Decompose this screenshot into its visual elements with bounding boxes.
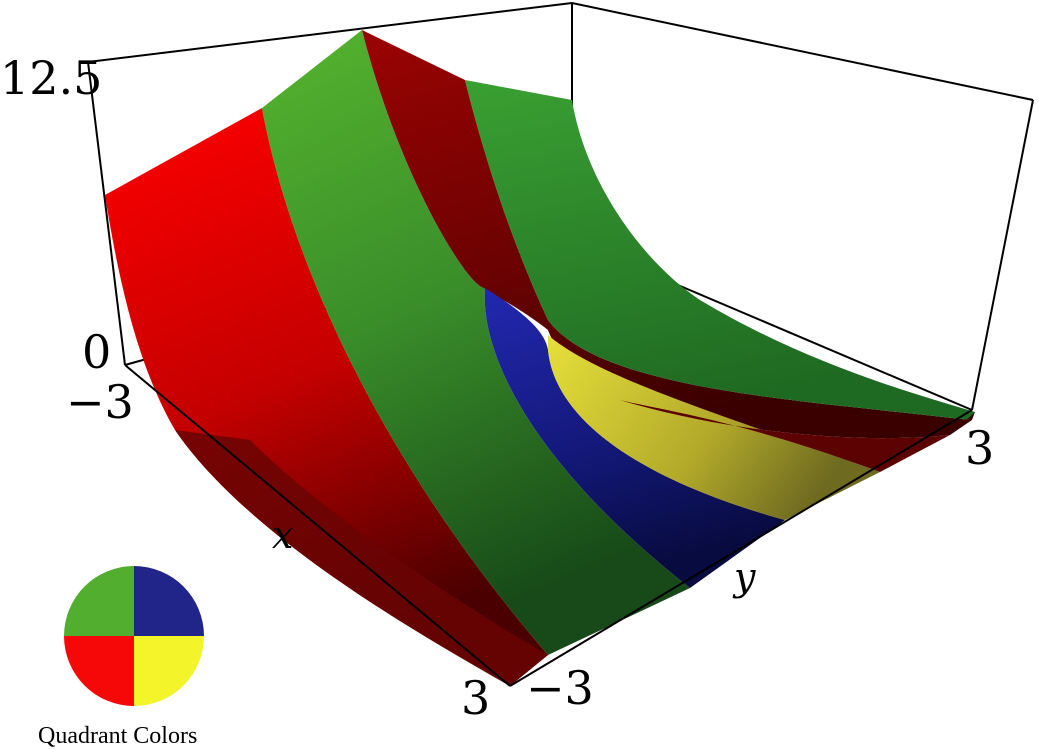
- surface-band-blue: [484, 288, 785, 588]
- surface-band-green: [262, 30, 690, 655]
- legend-quadrant-bottom-right: [134, 636, 204, 706]
- z-tick-top: 12.5: [0, 51, 102, 105]
- surface-band-dark-red: [362, 30, 970, 439]
- surface-band-green-back: [465, 80, 975, 420]
- legend-quadrant-bottom-left: [64, 636, 134, 706]
- surface: [105, 30, 975, 686]
- legend-quadrant-top-left: [64, 566, 134, 636]
- x-tick-end: 3: [461, 671, 490, 725]
- quadrant-legend: Quadrant Colors: [38, 566, 204, 749]
- x-tick-start: −3: [66, 375, 134, 429]
- legend-quadrant-top-right: [134, 566, 204, 636]
- surface-band-red: [105, 108, 548, 686]
- z-tick-bottom: 0: [82, 325, 111, 379]
- surface-band-yellow: [548, 335, 880, 520]
- y-axis-label: y: [732, 555, 756, 599]
- y-tick-end: 3: [965, 421, 994, 475]
- legend-title: Quadrant Colors: [38, 723, 197, 749]
- surface-band-dark-red-right: [620, 400, 950, 472]
- surface-band-dark-red-front: [950, 412, 975, 435]
- bounding-box-front: [124, 364, 973, 687]
- surface-band-dark-red-left: [175, 430, 548, 686]
- x-axis-label: x: [272, 513, 293, 557]
- y-tick-start: −3: [526, 661, 594, 715]
